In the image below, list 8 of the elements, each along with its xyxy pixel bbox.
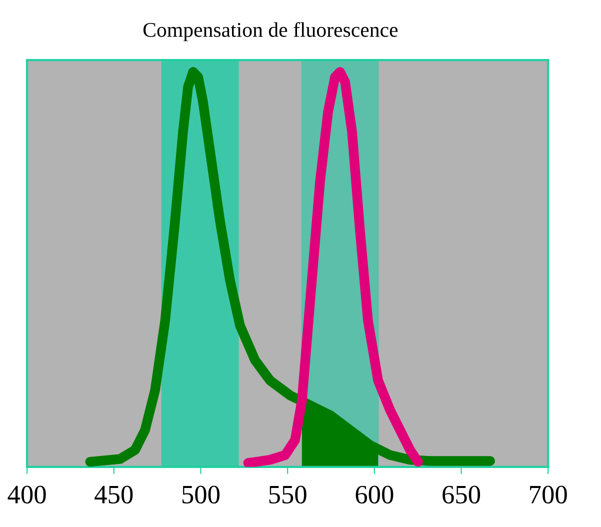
x-tick-label: 650 [442, 486, 480, 504]
x-tick-label: 500 [182, 486, 220, 504]
x-tick-label: 400 [8, 486, 46, 504]
chart-title: Compensation de fluorescence [143, 22, 398, 42]
x-tick-label: 600 [356, 486, 394, 504]
x-tick-label: 700 [530, 486, 567, 504]
x-tick-label: 450 [94, 486, 133, 504]
x-tick-label: 550 [269, 486, 306, 504]
